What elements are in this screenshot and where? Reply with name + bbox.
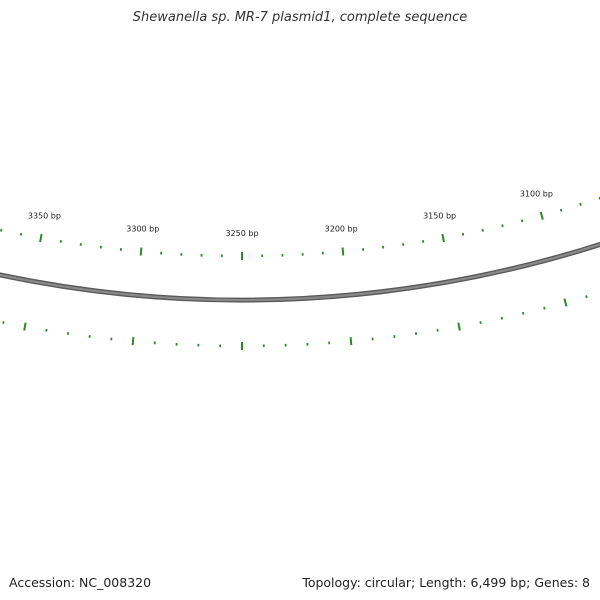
- outer-major-tick: [139, 247, 143, 256]
- outer-major-tick: [441, 233, 445, 243]
- inner-tick-ring: [2, 295, 588, 350]
- plasmid-backbone: [0, 243, 600, 302]
- inner-major-tick: [457, 322, 461, 331]
- outer-major-tick: [341, 247, 345, 256]
- tick-label-3350: 3350 bp: [28, 211, 61, 220]
- outer-major-tick: [39, 233, 43, 243]
- topology-summary: Topology: circular; Length: 6,499 bp; Ge…: [302, 575, 590, 590]
- inner-minor-tick: [543, 306, 546, 310]
- plasmid-backbone-edge: [0, 241, 600, 303]
- tick-label-3300: 3300 bp: [126, 225, 159, 234]
- map-title: Shewanella sp. MR-7 plasmid1, complete s…: [132, 10, 468, 25]
- outer-minor-tick: [481, 228, 484, 232]
- inner-minor-tick: [585, 295, 588, 299]
- outer-minor-tick: [501, 224, 504, 228]
- tick-label-3200: 3200 bp: [325, 225, 358, 234]
- outer-minor-tick: [19, 232, 23, 236]
- tick-label-3150: 3150 bp: [423, 211, 456, 220]
- tick-label-3250: 3250 bp: [225, 229, 258, 238]
- inner-major-tick: [23, 322, 27, 331]
- accession-label: Accession: NC_008320: [9, 575, 152, 590]
- outer-minor-tick: [579, 202, 582, 206]
- inner-minor-tick: [479, 321, 482, 324]
- outer-tick-ring: [0, 196, 600, 260]
- inner-major-tick: [563, 298, 568, 307]
- outer-minor-tick: [461, 232, 465, 236]
- outer-major-tick: [539, 211, 544, 220]
- outer-minor-tick: [0, 228, 3, 232]
- inner-minor-tick: [2, 321, 5, 324]
- inner-major-tick: [131, 337, 135, 346]
- inner-major-tick: [349, 337, 353, 346]
- inner-minor-tick: [522, 311, 525, 315]
- inner-minor-tick: [500, 316, 504, 320]
- outer-minor-tick: [559, 208, 563, 212]
- outer-minor-tick: [520, 219, 524, 223]
- tick-label-3100: 3100 bp: [520, 190, 553, 199]
